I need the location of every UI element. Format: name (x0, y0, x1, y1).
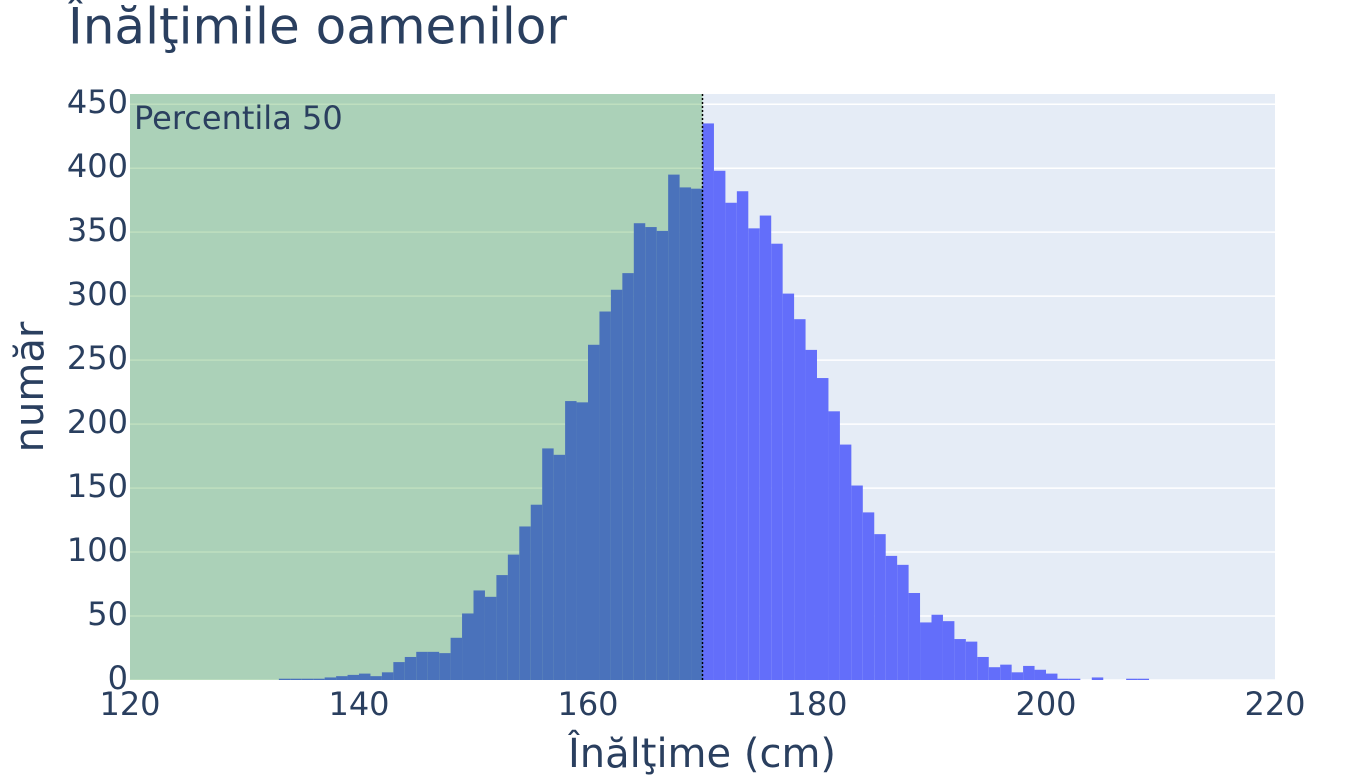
y-tick-label: 350 (67, 211, 128, 249)
y-tick-label: 100 (67, 531, 128, 569)
bar (771, 243, 783, 681)
bar (874, 534, 886, 680)
bar (450, 637, 463, 680)
bar (599, 311, 611, 680)
x-axis-label: Înălţime (cm) (567, 729, 836, 777)
bar (977, 656, 989, 680)
bar (805, 349, 817, 680)
bar (988, 667, 1001, 680)
bar (713, 170, 726, 680)
bar (1137, 678, 1150, 680)
bar (965, 641, 978, 680)
bar (404, 656, 417, 680)
bar (1023, 665, 1035, 680)
bar (1046, 673, 1058, 680)
bar (278, 678, 291, 680)
bar (336, 676, 348, 680)
bar (908, 592, 921, 680)
bar (725, 202, 737, 680)
y-tick-label: 400 (67, 147, 128, 185)
bar (622, 273, 634, 680)
bar (736, 191, 749, 680)
bar (645, 227, 657, 681)
bar (931, 614, 943, 680)
y-tick-label: 300 (67, 275, 128, 313)
bar (416, 651, 428, 680)
bar (828, 411, 840, 680)
bar (519, 526, 531, 680)
bar (782, 293, 795, 680)
bar (885, 555, 898, 680)
bar (542, 448, 554, 680)
y-tick-label: 250 (67, 339, 128, 377)
bar (439, 653, 451, 680)
y-tick-label: 50 (87, 595, 128, 633)
bar (313, 678, 325, 680)
bar (324, 677, 337, 680)
bar (496, 575, 508, 680)
bar (507, 554, 520, 680)
bar (359, 673, 371, 680)
y-tick-label: 450 (67, 83, 128, 121)
bar (1000, 664, 1012, 680)
bar (290, 678, 302, 680)
bar (484, 596, 497, 680)
bar (794, 319, 806, 680)
y-tick-label: 150 (67, 467, 128, 505)
bar (610, 289, 623, 680)
y-axis-label: număr (7, 321, 53, 452)
bar (530, 504, 543, 680)
bar (462, 613, 474, 680)
bar (897, 564, 909, 680)
bar (691, 188, 703, 681)
x-tick-label: 160 (557, 685, 618, 723)
bar (565, 401, 577, 680)
region-label: Percentila 50 (134, 99, 343, 137)
bar (381, 672, 394, 680)
shaded-region (130, 94, 703, 680)
bar (393, 662, 405, 680)
bar (347, 674, 359, 680)
bar (553, 454, 566, 680)
bar (370, 676, 382, 680)
bar (954, 639, 966, 680)
bar (1091, 677, 1104, 680)
y-tick-label: 0 (108, 659, 128, 697)
bar (817, 378, 829, 680)
bar (920, 622, 932, 680)
bar (301, 678, 314, 680)
bar (1011, 672, 1024, 680)
bar (588, 344, 600, 680)
bar (759, 215, 772, 680)
bar (942, 621, 955, 680)
bar (679, 187, 692, 681)
bar (702, 123, 714, 680)
x-tick-label: 180 (786, 685, 847, 723)
x-tick-label: 200 (1015, 685, 1076, 723)
bar (862, 512, 875, 680)
x-tick-label: 220 (1244, 685, 1305, 723)
x-tick-label: 120 (99, 685, 160, 723)
bar (473, 590, 485, 680)
bar (839, 444, 852, 680)
bar (633, 223, 646, 680)
bar (1057, 678, 1069, 680)
bar (1034, 669, 1046, 680)
y-tick-label: 200 (67, 403, 128, 441)
bar (668, 174, 680, 680)
bar (427, 651, 440, 680)
bar (656, 230, 669, 680)
chart-title: Înălţimile oamenilor (67, 0, 567, 56)
bar (1126, 678, 1138, 680)
x-tick-label: 140 (328, 685, 389, 723)
bar (748, 228, 760, 680)
bar (851, 485, 863, 680)
bar (576, 402, 588, 680)
bar (1068, 678, 1081, 680)
